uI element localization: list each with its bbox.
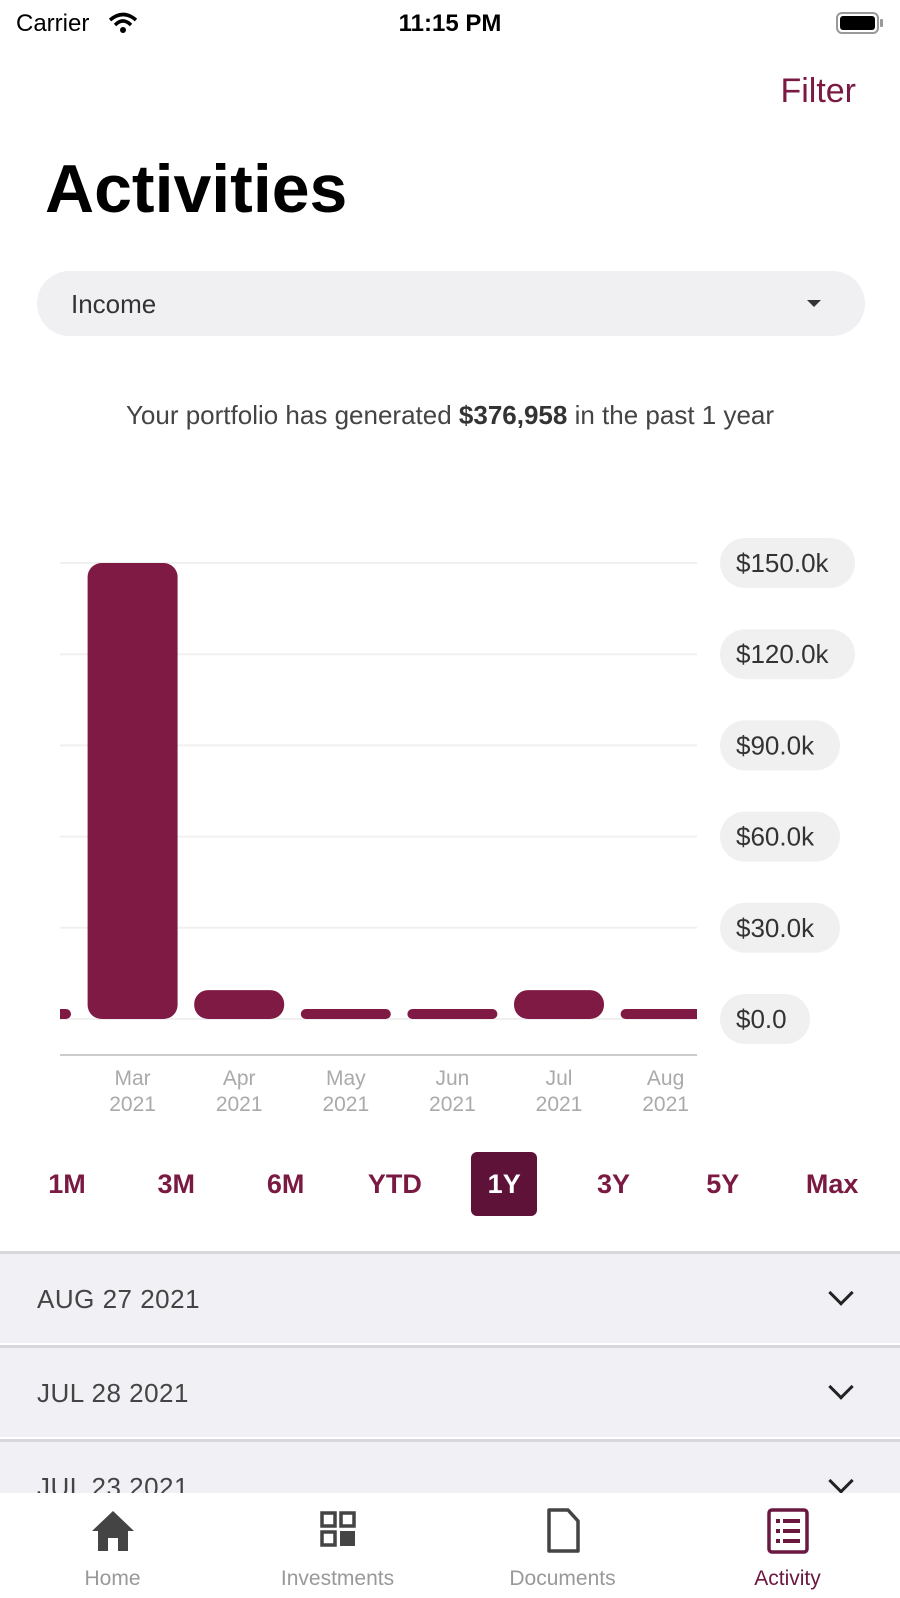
- tab-activity[interactable]: Activity: [675, 1493, 900, 1598]
- caret-down-icon: [807, 300, 821, 307]
- x-tick-label: 2021: [429, 1093, 476, 1116]
- timeframe-3m[interactable]: 3M: [157, 1169, 196, 1199]
- income-summary: Your portfolio has generated $376,958 in…: [0, 400, 900, 431]
- tab-label: Home: [84, 1567, 141, 1590]
- y-tick-label: $30.0k: [736, 913, 815, 943]
- bar-may-2021[interactable]: [300, 1009, 391, 1019]
- page-title: Activities: [45, 151, 348, 227]
- home-icon: [92, 1511, 134, 1551]
- x-tick-label: 2021: [109, 1093, 156, 1116]
- tab-bar: Home Investments Documents Activity: [0, 1493, 900, 1598]
- timeframe-ytd[interactable]: YTD: [367, 1169, 422, 1199]
- status-bar: Carrier 11:15 PM: [0, 0, 900, 50]
- x-tick-label: 2021: [642, 1093, 689, 1116]
- wifi-icon: [108, 12, 138, 33]
- chevron-down-icon: [828, 1468, 854, 1494]
- bar-jun-2021[interactable]: [407, 1009, 498, 1019]
- y-tick-label: $60.0k: [736, 822, 815, 852]
- tab-home[interactable]: Home: [0, 1493, 225, 1598]
- x-tick-label: Aug: [647, 1067, 684, 1090]
- bar-mar-2021[interactable]: [87, 563, 178, 1019]
- y-tick-pill: [720, 902, 840, 953]
- summary-suffix: in the past 1 year: [567, 400, 775, 430]
- group-date: AUG 27 2021: [37, 1284, 201, 1314]
- activity-group-row[interactable]: JUL 28 2021: [0, 1345, 900, 1437]
- bar-aug-2021[interactable]: [620, 1009, 711, 1019]
- y-tick-label: $0.0: [736, 1004, 787, 1034]
- summary-amount: $376,958: [458, 400, 568, 430]
- summary-prefix: Your portfolio has generated: [125, 400, 459, 430]
- x-tick-label: Mar: [115, 1067, 151, 1090]
- tab-label: Investments: [280, 1567, 395, 1590]
- y-tick-pill: [720, 538, 855, 588]
- tab-label: Documents: [509, 1567, 616, 1590]
- x-tick-label: 2021: [536, 1093, 583, 1116]
- dropdown-value: Income: [71, 289, 157, 319]
- x-tick-label: 2021: [216, 1093, 263, 1116]
- filter-button[interactable]: Filter: [780, 72, 856, 110]
- timeframe-5y[interactable]: 5Y: [706, 1169, 740, 1199]
- tab-documents[interactable]: Documents: [450, 1493, 675, 1598]
- activity-type-dropdown[interactable]: Income: [37, 271, 865, 336]
- x-tick-label: May: [326, 1067, 366, 1090]
- y-tick-pill: [720, 720, 840, 771]
- tab-investments[interactable]: Investments: [225, 1493, 450, 1598]
- y-tick-label: $90.0k: [736, 730, 815, 760]
- y-tick-pill: [720, 811, 840, 862]
- x-tick-label: 2021: [322, 1093, 369, 1116]
- clock: 11:15 PM: [398, 10, 502, 37]
- document-icon: [547, 1508, 580, 1553]
- grid-icon: [320, 1511, 356, 1547]
- y-tick-pill: [720, 629, 855, 680]
- tab-label: Activity: [754, 1567, 821, 1590]
- bar-apr-2021[interactable]: [194, 990, 285, 1019]
- y-tick-label: $120.0k: [736, 639, 830, 669]
- bar-feb-2021[interactable]: [0, 1009, 71, 1019]
- timeframe-3y[interactable]: 3Y: [596, 1169, 631, 1199]
- timeframe-max[interactable]: Max: [805, 1169, 859, 1199]
- timeframe-6m[interactable]: 6M: [266, 1169, 305, 1199]
- x-tick-label: Jun: [435, 1067, 469, 1090]
- timeframe-1y[interactable]: 1Y: [471, 1152, 538, 1216]
- y-tick-pill: [720, 994, 810, 1044]
- timeframe-1m[interactable]: 1M: [48, 1169, 86, 1199]
- bar-jul-2021[interactable]: [514, 990, 604, 1019]
- x-tick-label: Apr: [223, 1067, 256, 1090]
- group-date: JUL 28 2021: [37, 1378, 189, 1408]
- chevron-down-icon: [828, 1374, 854, 1400]
- x-tick-label: Jul: [546, 1067, 573, 1090]
- activity-group-row[interactable]: AUG 27 2021: [0, 1251, 900, 1343]
- income-bar-chart: $0.0 $30.0k $60.0k $90.0k $120.0k $150.0k Mar 2…: [0, 538, 855, 1116]
- list-icon: [767, 1508, 809, 1554]
- carrier-label: Carrier: [16, 10, 90, 37]
- battery-icon: [836, 12, 883, 34]
- chevron-down-icon: [828, 1280, 854, 1306]
- y-tick-label: $150.0k: [736, 548, 830, 578]
